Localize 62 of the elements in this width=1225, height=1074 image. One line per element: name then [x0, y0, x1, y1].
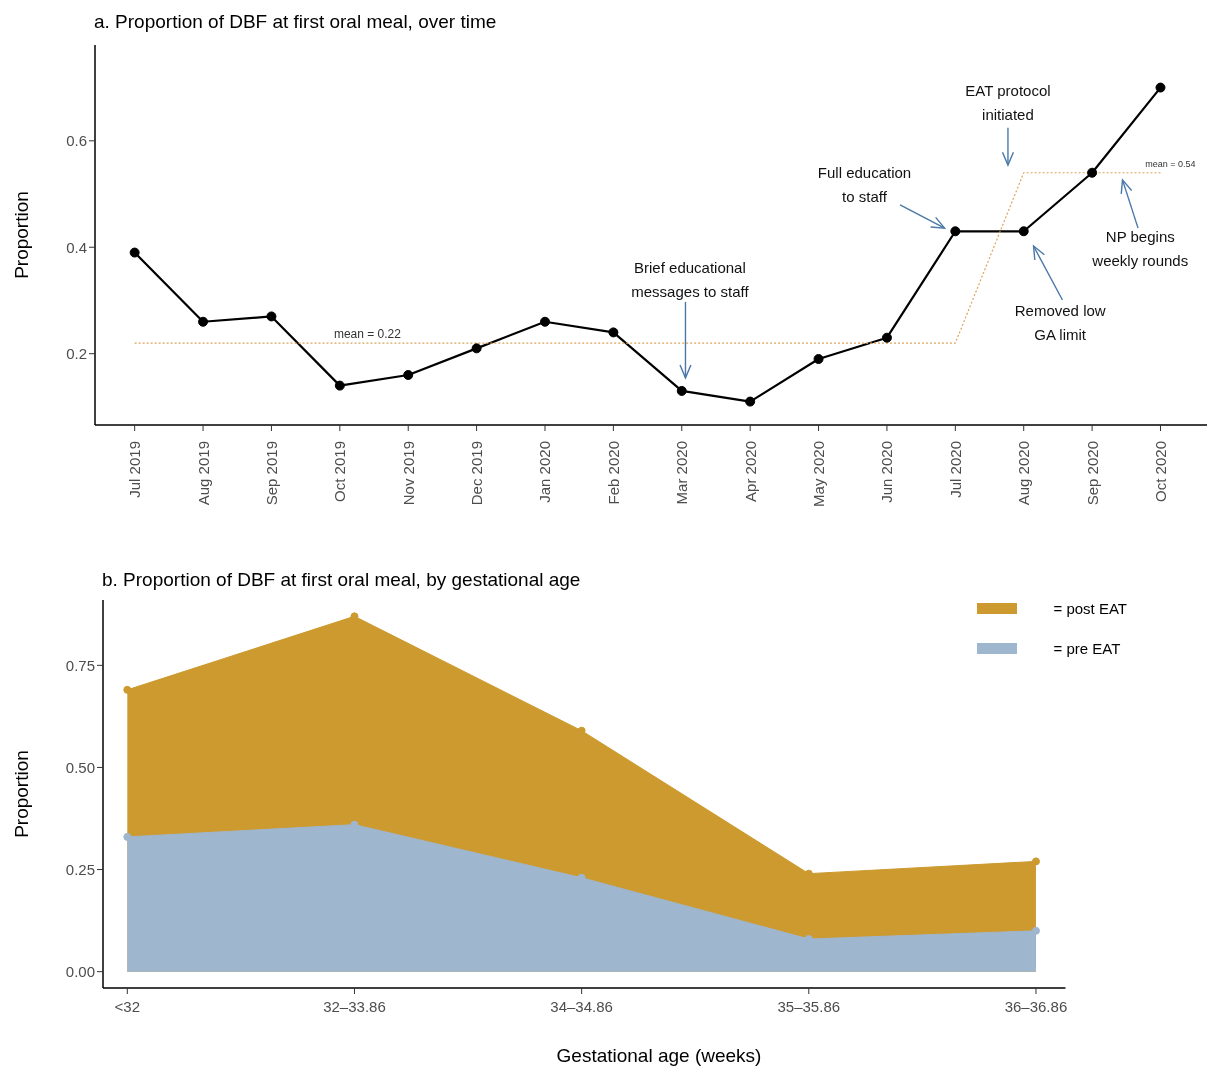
point [123, 832, 132, 841]
point [1031, 857, 1040, 866]
chart-title: a. Proportion of DBF at first oral meal, over time [94, 11, 497, 32]
point [198, 316, 209, 327]
y-tick-label: 0.50 [65, 758, 95, 776]
y-axis-title: Proportion [11, 191, 32, 279]
x-tick-label: Dec 2019 [468, 441, 486, 506]
x-tick-label: Mar 2020 [673, 441, 691, 505]
point [540, 316, 550, 327]
x-tick-label: Nov 2019 [399, 441, 417, 506]
point [1031, 926, 1040, 935]
x-tick-label: Oct 2020 [1152, 441, 1169, 502]
point [1155, 82, 1166, 93]
point [129, 247, 140, 258]
point [1087, 167, 1098, 178]
point [676, 385, 687, 396]
y-tick-label: 0.2 [66, 345, 87, 363]
x-tick-label: Jun 2020 [878, 441, 896, 503]
x-tick-label: <32 [114, 998, 141, 1015]
x-tick-label: Jul 2020 [946, 441, 964, 498]
x-tick-label: 35–35.86 [777, 998, 841, 1015]
point [334, 380, 345, 391]
y-tick-label: 0.6 [66, 132, 87, 150]
point [471, 343, 482, 354]
annotation: Brief educational messages to staff [631, 259, 750, 300]
point [950, 226, 961, 237]
y-axis-title: Proportion [11, 750, 32, 838]
x-tick-label: 34–34.86 [550, 998, 613, 1015]
x-tick-label: Oct 2019 [331, 441, 349, 502]
legend-label: = pre EAT [1053, 639, 1121, 657]
annotation: Removed low GA limit [1014, 301, 1106, 343]
annotation: mean = 0.54 [1145, 158, 1196, 169]
y-tick-label: 0.00 [65, 962, 95, 980]
y-tick-label: 0.25 [65, 860, 95, 878]
point [266, 311, 277, 322]
y-tick-label: 0.75 [65, 656, 95, 674]
x-tick-label: Aug 2020 [1015, 441, 1033, 506]
chart-title: b. Proportion of DBF at first oral meal, by gestational age [102, 569, 581, 590]
point [403, 369, 414, 380]
x-tick-label: Jan 2020 [536, 441, 554, 503]
point [1018, 226, 1029, 237]
x-tick-label: 36–36.86 [1004, 998, 1068, 1015]
x-axis-title: Gestational age (weeks) [556, 1045, 762, 1066]
x-tick-label: Sep 2020 [1083, 441, 1101, 506]
x-tick-label: Feb 2020 [604, 441, 622, 505]
x-tick-label: Apr 2020 [741, 441, 759, 502]
x-tick-label: Sep 2019 [262, 441, 280, 506]
x-tick-label: Jul 2019 [126, 441, 144, 498]
annotation: Full education to staff [817, 164, 912, 205]
x-tick-label: 32–33.86 [323, 998, 386, 1015]
annotation: mean = 0.22 [333, 326, 402, 341]
point [813, 354, 824, 365]
point [123, 685, 132, 694]
legend-label: = post EAT [1053, 599, 1127, 617]
point [881, 332, 892, 343]
annotation: NP begins weekly rounds [1091, 227, 1189, 269]
y-tick-label: 0.4 [66, 238, 87, 256]
annotation: EAT protocol initiated [965, 81, 1051, 123]
x-tick-label: May 2020 [810, 441, 828, 507]
x-tick-label: Aug 2019 [194, 441, 212, 506]
point [608, 327, 619, 338]
point [745, 396, 756, 407]
